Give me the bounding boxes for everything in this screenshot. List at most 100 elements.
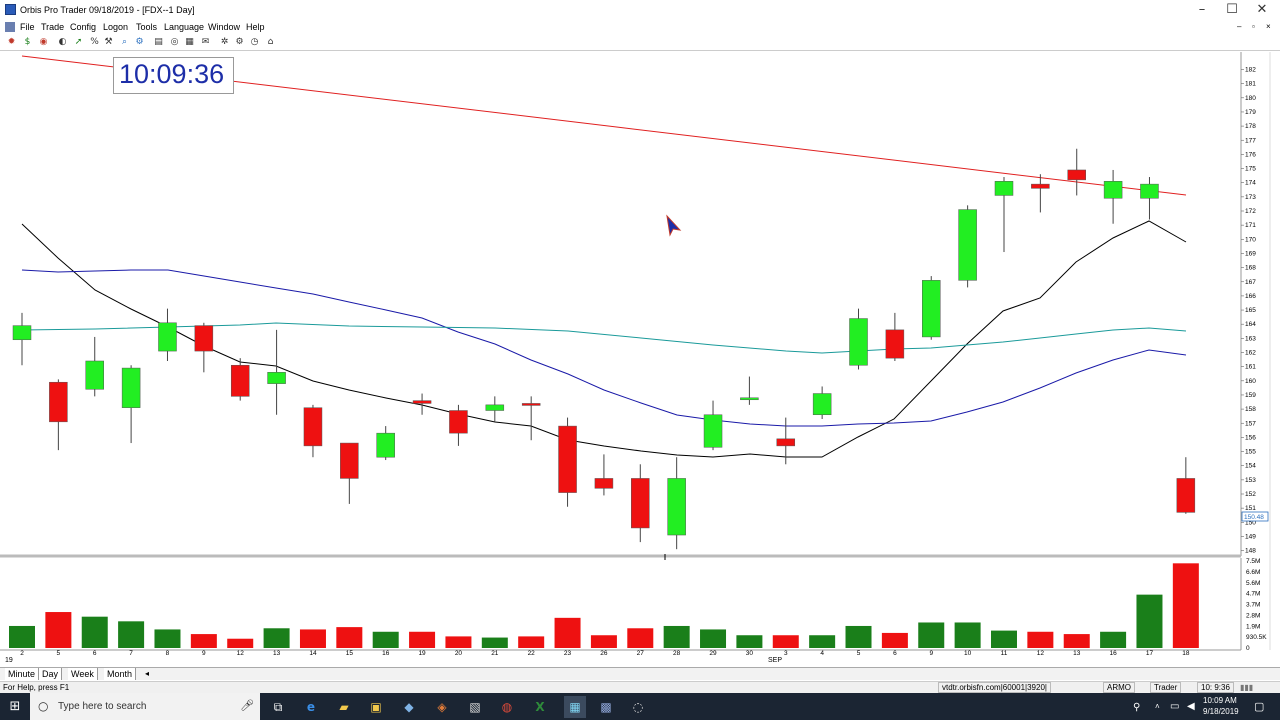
mail-icon[interactable]: ✉ bbox=[201, 37, 210, 47]
tab-scroll-left-icon[interactable]: ◂ bbox=[145, 669, 150, 678]
candle-body[interactable] bbox=[885, 329, 905, 359]
config-icon[interactable]: ⚙ bbox=[235, 37, 244, 47]
date-tick-label: 13 bbox=[273, 650, 281, 657]
network-icon[interactable]: ▭ bbox=[1170, 701, 1180, 712]
menu-language[interactable]: Language bbox=[164, 22, 205, 32]
candle-body[interactable] bbox=[1140, 183, 1159, 199]
candle-body[interactable] bbox=[521, 403, 541, 406]
mdi-close-button[interactable]: × bbox=[1266, 22, 1271, 31]
refresh-icon[interactable]: ◐ bbox=[58, 37, 67, 47]
dollar-icon[interactable]: $ bbox=[24, 37, 31, 47]
grid-icon[interactable]: ▦ bbox=[185, 37, 194, 47]
candle-body[interactable] bbox=[158, 322, 177, 352]
candle-body[interactable] bbox=[121, 367, 141, 408]
app-icon-1[interactable]: ◆ bbox=[404, 700, 414, 714]
microphone-icon[interactable]: 🎤︎ bbox=[240, 699, 254, 712]
app-icon-4[interactable]: ▩ bbox=[600, 700, 612, 714]
taskbar-time[interactable]: 10:09 AM bbox=[1203, 696, 1237, 705]
settings-icon[interactable]: ⚙ bbox=[135, 37, 144, 47]
file-explorer-icon[interactable]: ▰ bbox=[339, 700, 349, 714]
candle-body[interactable] bbox=[376, 432, 395, 458]
orbis-app-icon[interactable]: ▦ bbox=[564, 696, 586, 718]
zoom-icon[interactable]: ⌕ bbox=[121, 37, 128, 47]
menu-help[interactable]: Help bbox=[246, 22, 265, 32]
candle-body[interactable] bbox=[631, 478, 650, 529]
menu-trade[interactable]: Trade bbox=[41, 22, 65, 32]
candle-body[interactable] bbox=[49, 381, 68, 423]
tab-day[interactable]: Day bbox=[39, 668, 63, 680]
candle-body[interactable] bbox=[194, 325, 214, 352]
menu-window[interactable]: Window bbox=[208, 22, 241, 32]
price-chart[interactable]: 1821811801791781771761751741731721711701… bbox=[0, 52, 1280, 667]
mdi-restore-button[interactable]: ▫ bbox=[1252, 22, 1255, 31]
tool-icon[interactable]: ⚒ bbox=[104, 37, 113, 47]
candle-body[interactable] bbox=[1103, 181, 1123, 199]
circle-icon[interactable]: ◉ bbox=[39, 37, 48, 47]
menu-config[interactable]: Config bbox=[70, 22, 97, 32]
edge-icon[interactable]: e bbox=[306, 700, 316, 714]
candle-body[interactable] bbox=[1176, 478, 1196, 513]
chrome-icon[interactable]: ◍ bbox=[501, 700, 513, 714]
volume-icon[interactable]: ◀ bbox=[1187, 701, 1195, 712]
back-icon[interactable]: ➚ bbox=[74, 37, 83, 47]
price-tick-label: 165 bbox=[1245, 307, 1256, 314]
minimize-button[interactable]: – bbox=[1198, 2, 1206, 17]
menu-tools[interactable]: Tools bbox=[136, 22, 158, 32]
candle-body[interactable] bbox=[703, 414, 723, 448]
candle-body[interactable] bbox=[12, 325, 32, 341]
candle-body[interactable] bbox=[812, 393, 832, 416]
candle-body[interactable] bbox=[412, 400, 432, 404]
tab-minute[interactable]: Minute bbox=[5, 668, 40, 680]
candle-body[interactable] bbox=[449, 410, 468, 434]
app-icon-3[interactable]: ▧ bbox=[469, 700, 481, 714]
taskbar-date[interactable]: 9/18/2019 bbox=[1203, 707, 1239, 716]
clock-icon[interactable]: ◷ bbox=[250, 37, 259, 47]
home-icon[interactable]: ⌂ bbox=[267, 37, 274, 47]
candle-body[interactable] bbox=[485, 404, 505, 411]
candle-body[interactable] bbox=[340, 442, 359, 479]
gear-icon[interactable]: ✲ bbox=[220, 37, 229, 47]
chart-bars-icon[interactable]: ▤ bbox=[154, 37, 163, 47]
candle-body[interactable] bbox=[85, 360, 104, 390]
candle-body[interactable] bbox=[1067, 169, 1086, 181]
candle-body[interactable] bbox=[594, 478, 614, 489]
candle-body[interactable] bbox=[558, 425, 577, 493]
percent-icon[interactable]: % bbox=[90, 37, 99, 47]
tab-month[interactable]: Month bbox=[104, 668, 137, 680]
volume-bar bbox=[845, 625, 872, 648]
menu-file[interactable]: File bbox=[20, 22, 35, 32]
app-icon-5[interactable]: ◌ bbox=[632, 700, 644, 714]
menu-logon[interactable]: Logon bbox=[103, 22, 129, 32]
close-button[interactable]: ✕ bbox=[1256, 2, 1268, 17]
candle-body[interactable] bbox=[230, 364, 250, 397]
candle-body[interactable] bbox=[740, 397, 759, 401]
tab-week[interactable]: Week bbox=[68, 668, 98, 680]
windows-start-icon[interactable]: ⊞ bbox=[9, 699, 21, 714]
candle-body[interactable] bbox=[849, 318, 868, 366]
date-tick-label: 3 bbox=[784, 650, 788, 657]
candle-body[interactable] bbox=[303, 407, 323, 447]
notifications-icon[interactable]: ▢ bbox=[1254, 701, 1265, 713]
candle-body[interactable] bbox=[922, 280, 941, 338]
store-icon[interactable]: ▣ bbox=[370, 700, 382, 714]
app-icon-2[interactable]: ◈ bbox=[437, 700, 447, 714]
bug-icon[interactable]: ✹ bbox=[7, 37, 16, 47]
tray-chevron-icon[interactable]: ˄ bbox=[1155, 702, 1160, 711]
candle-body[interactable] bbox=[667, 478, 686, 536]
candle-body[interactable] bbox=[776, 438, 796, 447]
maximize-button[interactable]: ☐ bbox=[1226, 2, 1238, 17]
gauge-icon[interactable]: ◎ bbox=[170, 37, 179, 47]
people-icon[interactable]: ⚲ bbox=[1133, 702, 1141, 713]
date-tick-label: 12 bbox=[1037, 650, 1045, 657]
candle-body[interactable] bbox=[1031, 183, 1050, 189]
candle-body[interactable] bbox=[958, 209, 977, 281]
candle-body[interactable] bbox=[994, 181, 1014, 196]
candle-body[interactable] bbox=[267, 372, 286, 384]
excel-icon[interactable]: X bbox=[535, 700, 545, 714]
taskbar: ⊞ ○ Type here to search 🎤︎ ⧉ e ▰ ▣ ◆ ◈ ▧… bbox=[0, 693, 1280, 720]
volume-bar bbox=[954, 622, 981, 648]
mdi-minimize-button[interactable]: – bbox=[1237, 22, 1242, 31]
task-view-icon[interactable]: ⧉ bbox=[273, 700, 283, 714]
status-icons: ▮▮▮ bbox=[1240, 683, 1254, 692]
taskbar-search[interactable]: ○ Type here to search 🎤︎ bbox=[30, 693, 260, 720]
